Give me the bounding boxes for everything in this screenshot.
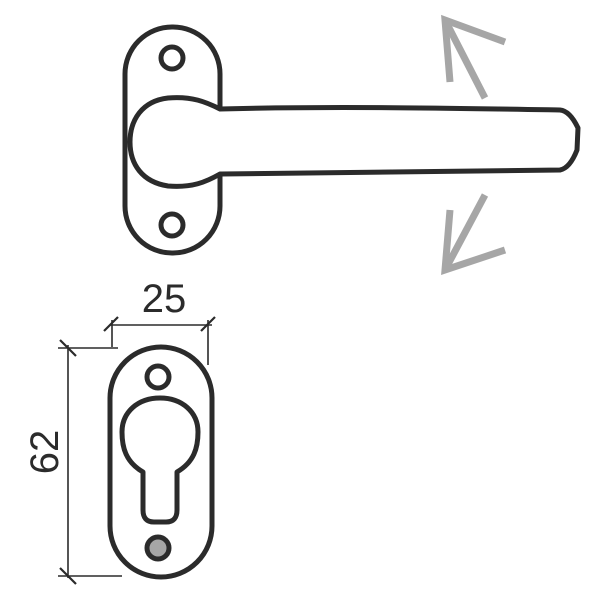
height-dimension [58, 339, 122, 585]
rotation-arrows [441, 14, 507, 275]
handle-lever [127, 95, 581, 189]
rotate-up-arrow-icon [441, 14, 507, 100]
width-dimension-label: 25 [142, 277, 187, 321]
height-dimension-label: 62 [23, 430, 67, 475]
escutcheon-assembly [107, 344, 215, 580]
rose-screw-hole-top [158, 44, 186, 72]
dimension-lines [58, 316, 216, 585]
escutcheon-screw-hole-top [144, 363, 172, 391]
width-dimension [103, 316, 216, 365]
rotate-down-arrow-icon [441, 193, 507, 275]
cylinder-keyhole [119, 395, 201, 525]
rose-screw-hole-bottom [158, 211, 186, 239]
handle-assembly [122, 24, 581, 256]
escutcheon-screw-hole-bottom [144, 534, 172, 562]
